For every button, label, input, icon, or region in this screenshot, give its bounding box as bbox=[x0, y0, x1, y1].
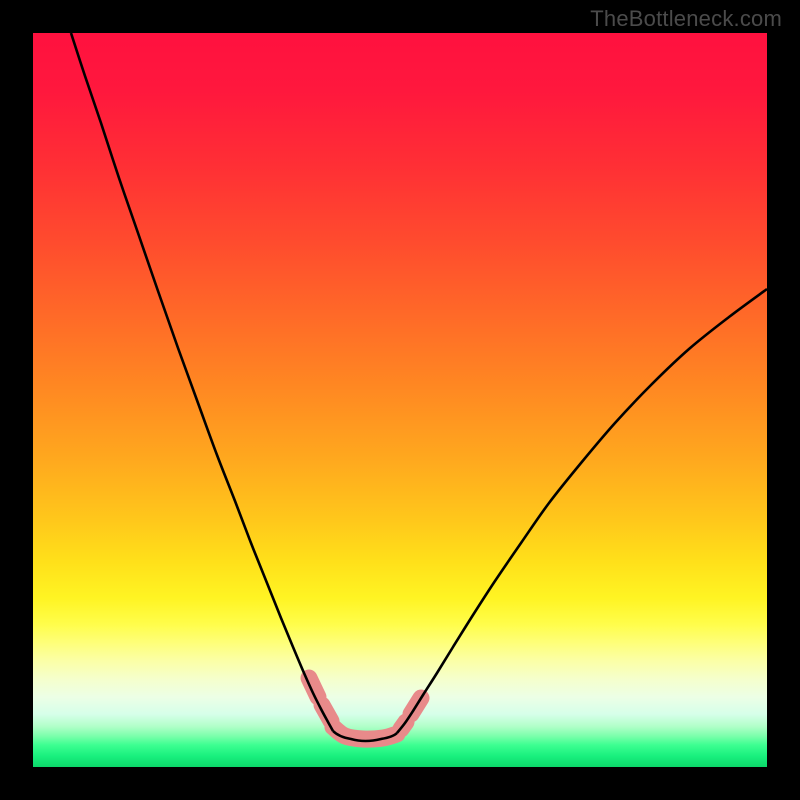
plot-area bbox=[33, 33, 767, 767]
frame-right bbox=[767, 0, 800, 800]
watermark-text: TheBottleneck.com bbox=[590, 6, 782, 32]
gradient-background bbox=[33, 33, 767, 767]
frame-left bbox=[0, 0, 33, 800]
frame-bottom bbox=[0, 767, 800, 800]
